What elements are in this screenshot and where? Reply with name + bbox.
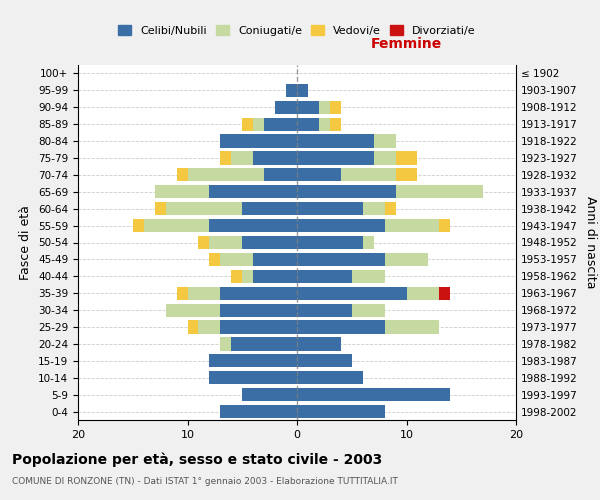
Bar <box>385 219 439 232</box>
Bar <box>220 253 253 266</box>
Bar <box>253 152 297 164</box>
Bar <box>144 219 209 232</box>
Bar <box>133 219 144 232</box>
Bar <box>439 219 450 232</box>
Bar <box>242 202 297 215</box>
Bar <box>297 118 319 131</box>
Bar <box>319 118 330 131</box>
Bar <box>220 304 297 316</box>
Bar <box>220 286 297 300</box>
Bar <box>209 236 242 249</box>
Bar <box>166 304 220 316</box>
Bar <box>242 236 297 249</box>
Bar <box>297 152 374 164</box>
Bar <box>341 168 395 181</box>
Bar <box>362 202 385 215</box>
Bar <box>297 320 385 334</box>
Bar <box>439 286 450 300</box>
Bar <box>209 185 297 198</box>
Bar <box>362 236 374 249</box>
Bar <box>286 84 297 97</box>
Bar <box>385 320 439 334</box>
Bar <box>297 202 362 215</box>
Bar <box>395 168 418 181</box>
Bar <box>407 286 439 300</box>
Bar <box>352 270 385 283</box>
Bar <box>297 338 341 350</box>
Bar <box>209 354 297 368</box>
Y-axis label: Anni di nascita: Anni di nascita <box>584 196 597 289</box>
Bar <box>166 202 242 215</box>
Bar <box>176 168 187 181</box>
Bar <box>297 286 407 300</box>
Bar <box>297 185 395 198</box>
Bar <box>220 152 232 164</box>
Bar <box>297 100 319 114</box>
Y-axis label: Fasce di età: Fasce di età <box>19 205 32 280</box>
Bar <box>374 152 395 164</box>
Bar <box>275 100 297 114</box>
Bar <box>155 185 209 198</box>
Bar <box>199 236 209 249</box>
Bar <box>187 286 220 300</box>
Bar <box>297 236 362 249</box>
Bar <box>297 371 362 384</box>
Bar <box>385 202 395 215</box>
Bar <box>264 168 297 181</box>
Bar <box>253 270 297 283</box>
Text: Femmine: Femmine <box>371 37 442 51</box>
Bar <box>176 286 187 300</box>
Bar <box>352 304 385 316</box>
Bar <box>297 405 385 418</box>
Bar <box>209 371 297 384</box>
Bar <box>242 388 297 401</box>
Bar <box>297 354 352 368</box>
Bar <box>297 388 450 401</box>
Bar <box>395 152 418 164</box>
Bar <box>297 168 341 181</box>
Bar <box>187 320 199 334</box>
Bar <box>220 320 297 334</box>
Legend: Celibi/Nubili, Coniugati/e, Vedovi/e, Divorziati/e: Celibi/Nubili, Coniugati/e, Vedovi/e, Di… <box>114 21 480 40</box>
Text: COMUNE DI RONZONE (TN) - Dati ISTAT 1° gennaio 2003 - Elaborazione TUTTITALIA.IT: COMUNE DI RONZONE (TN) - Dati ISTAT 1° g… <box>12 478 398 486</box>
Bar <box>330 100 341 114</box>
Bar <box>264 118 297 131</box>
Bar <box>297 253 385 266</box>
Bar <box>395 185 483 198</box>
Bar <box>297 219 385 232</box>
Bar <box>374 134 395 147</box>
Bar <box>209 253 220 266</box>
Bar <box>220 338 232 350</box>
Bar <box>232 270 242 283</box>
Bar <box>253 253 297 266</box>
Bar <box>297 304 352 316</box>
Bar <box>242 270 253 283</box>
Bar <box>297 270 352 283</box>
Bar <box>385 253 428 266</box>
Bar <box>232 338 297 350</box>
Bar <box>297 134 374 147</box>
Bar <box>199 320 220 334</box>
Bar <box>209 219 297 232</box>
Text: Popolazione per età, sesso e stato civile - 2003: Popolazione per età, sesso e stato civil… <box>12 452 382 467</box>
Bar <box>220 405 297 418</box>
Bar <box>253 118 264 131</box>
Bar <box>330 118 341 131</box>
Bar <box>155 202 166 215</box>
Bar <box>232 152 253 164</box>
Bar <box>187 168 264 181</box>
Bar <box>319 100 330 114</box>
Bar <box>220 134 297 147</box>
Bar <box>297 84 308 97</box>
Bar <box>242 118 253 131</box>
